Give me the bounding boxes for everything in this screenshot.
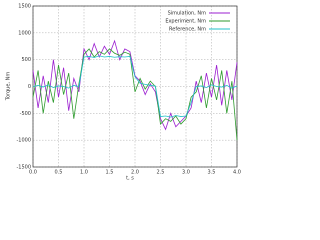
y-tick-label: -1000 xyxy=(16,138,31,144)
x-tick-label: 3.0 xyxy=(182,170,190,176)
y-tick-label: 0 xyxy=(28,84,31,90)
series-line xyxy=(32,55,238,118)
x-tick-label: 0.0 xyxy=(29,170,37,176)
x-tick-label: 2.5 xyxy=(157,170,165,176)
chart: t, s Torque, Nm -1500 -1000 -500 0 500 1000 15… xyxy=(6,4,241,182)
x-tick-label: 3.5 xyxy=(208,170,216,176)
x-tick-label: 1.5 xyxy=(106,170,114,176)
y-tick-label: -1500 xyxy=(16,165,31,171)
legend-label: Reference, Nm xyxy=(169,27,206,33)
y-axis-label: Torque, Nm xyxy=(6,72,12,102)
x-tick-label: 1.0 xyxy=(80,170,88,176)
legend-label: Experiment, Nm xyxy=(165,19,206,25)
y-tick-label: 500 xyxy=(21,57,31,63)
x-tick-label: 4.0 xyxy=(233,170,241,176)
legend-label: Simulation, Nm xyxy=(168,11,207,17)
y-tick-label: -500 xyxy=(20,111,31,117)
x-tick-label: 0.5 xyxy=(55,170,63,176)
y-tick-label: 1000 xyxy=(18,30,31,36)
x-axis-label: t, s xyxy=(126,176,134,182)
y-tick-label: 1500 xyxy=(18,4,31,10)
x-tick-label: 2.0 xyxy=(131,170,139,176)
